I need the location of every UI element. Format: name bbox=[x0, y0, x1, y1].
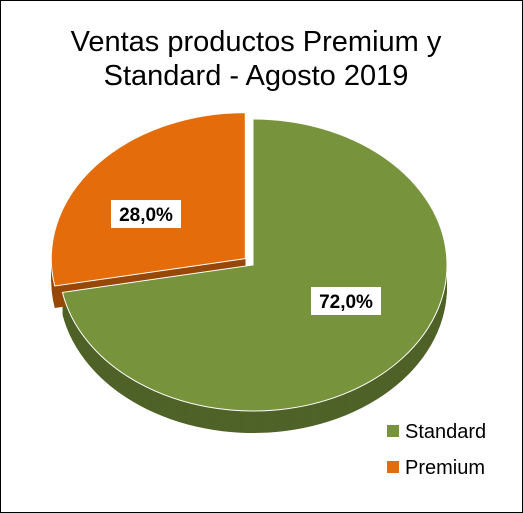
slice bbox=[50, 112, 246, 287]
legend-swatch bbox=[387, 461, 399, 473]
chart-title: Ventas productos Premium y Standard - Ag… bbox=[70, 26, 442, 92]
data-label: 72,0% bbox=[319, 292, 373, 313]
legend-label: Standard bbox=[405, 421, 486, 443]
data-label-box bbox=[111, 200, 181, 228]
data-label: 28,0% bbox=[119, 205, 173, 226]
data-label-box bbox=[311, 287, 381, 315]
slice bbox=[61, 118, 448, 412]
legend-label: Premium bbox=[405, 457, 485, 479]
legend-swatch bbox=[387, 425, 399, 437]
